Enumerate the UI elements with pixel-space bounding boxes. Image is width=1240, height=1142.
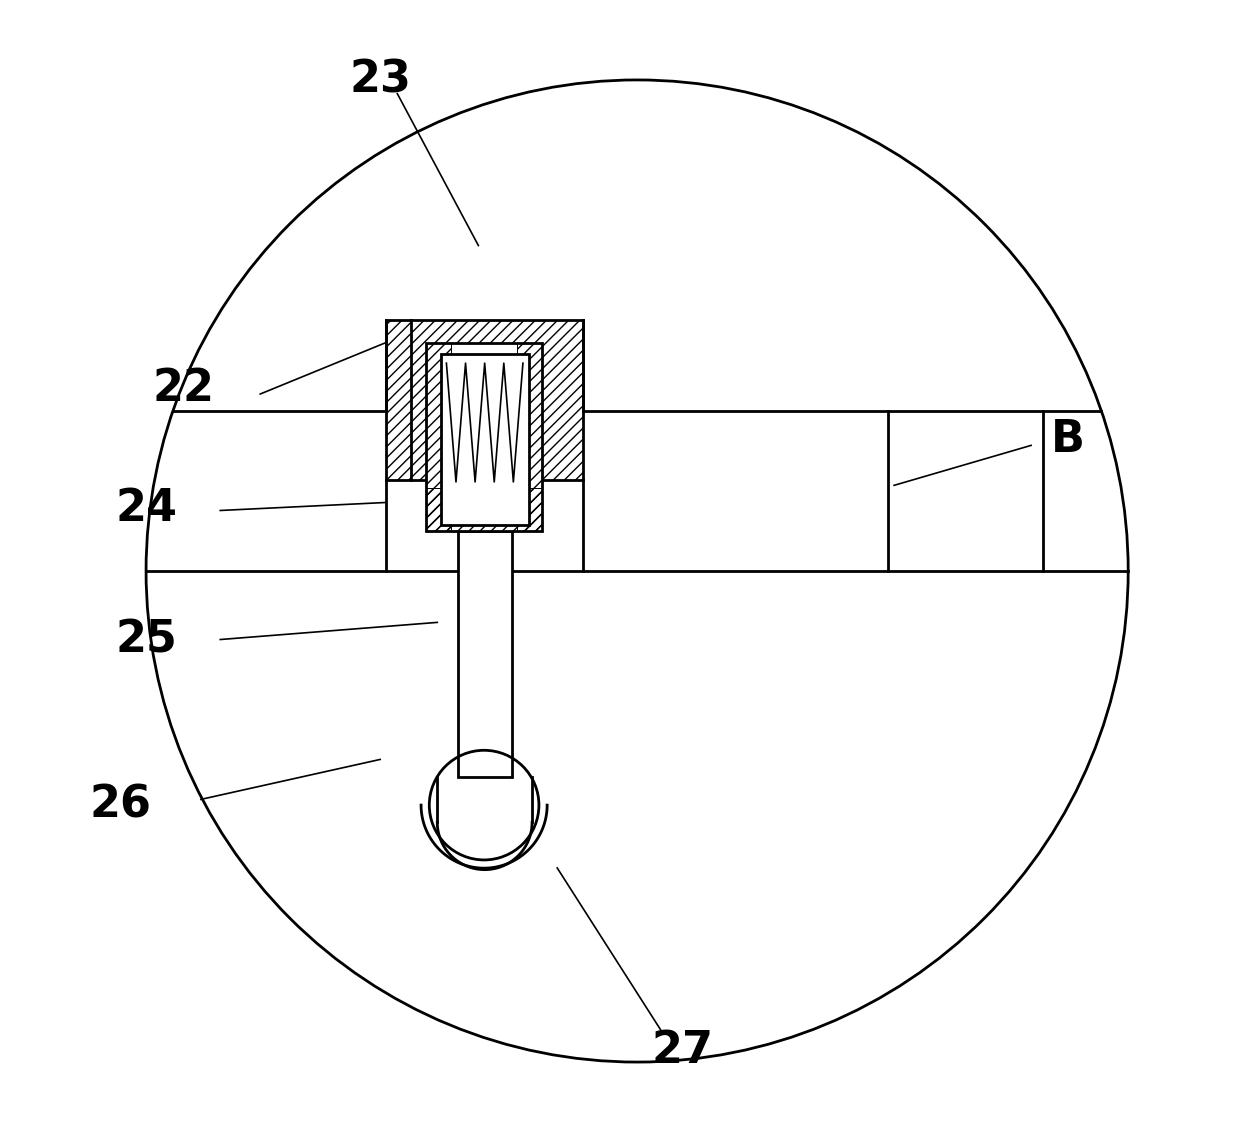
Bar xyxy=(425,488,542,531)
Bar xyxy=(425,343,451,531)
Text: 22: 22 xyxy=(153,367,215,410)
Bar xyxy=(386,320,584,480)
Bar xyxy=(517,343,542,531)
Text: 25: 25 xyxy=(115,618,177,661)
Bar xyxy=(386,320,584,480)
Text: 27: 27 xyxy=(652,1029,714,1072)
Text: 24: 24 xyxy=(115,486,177,530)
Bar xyxy=(440,354,528,525)
Bar xyxy=(458,531,512,777)
Text: 23: 23 xyxy=(350,58,412,102)
Text: B: B xyxy=(1050,418,1085,461)
Bar xyxy=(425,343,542,531)
Text: 26: 26 xyxy=(91,783,153,827)
